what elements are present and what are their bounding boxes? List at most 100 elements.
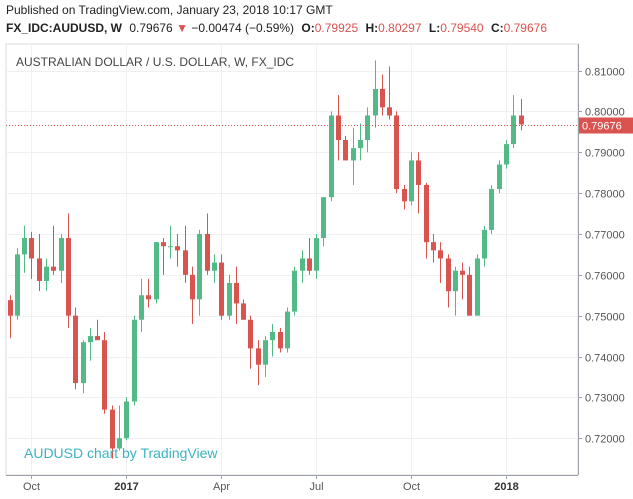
candle-body	[482, 229, 487, 259]
candle	[117, 405, 122, 451]
symbol-ohlc-line: FX_IDC:AUDUSD, W 0.79676 ▼ −0.00474 (−0.…	[6, 21, 547, 35]
candle	[88, 327, 93, 361]
price-change: −0.00474 (−0.59%)	[191, 21, 295, 35]
y-tick-label: 0.72000	[585, 434, 625, 446]
candle-body	[110, 409, 115, 449]
candle-body	[8, 300, 13, 316]
candle-body	[351, 148, 356, 161]
candle-body	[248, 319, 253, 349]
candle	[146, 278, 151, 308]
last-price-label-bg	[579, 117, 633, 134]
published-line: Published on TradingView.com, January 23…	[6, 3, 333, 17]
candle	[453, 266, 458, 316]
candle	[321, 197, 326, 247]
candle	[482, 225, 487, 267]
last-price-label: 0.79676	[582, 121, 622, 133]
candle	[285, 307, 290, 353]
candle-body	[95, 336, 100, 341]
candle	[66, 213, 71, 328]
candle	[248, 315, 253, 369]
candle	[81, 340, 86, 394]
candle	[95, 319, 100, 341]
low-value: 0.79540	[440, 21, 484, 35]
candle	[314, 233, 319, 279]
close-label: C:	[490, 21, 504, 35]
y-tick-label: 0.75000	[585, 312, 625, 324]
candle	[380, 74, 385, 116]
axes: 0.72000 0.73000 0.74000 0.75000 0.76000 0.770…	[6, 44, 633, 493]
candle-body	[329, 115, 334, 198]
candle	[373, 60, 378, 128]
candle	[446, 254, 451, 308]
candle-body	[219, 262, 224, 316]
plot-frame	[5, 43, 579, 476]
candle-body	[59, 238, 64, 271]
candle	[387, 66, 392, 120]
candle-body	[343, 140, 348, 161]
candle	[307, 238, 312, 275]
candle-body	[88, 336, 93, 343]
y-tick-label: 0.74000	[585, 353, 625, 365]
candle-body	[29, 238, 34, 259]
last-price: 0.79676	[129, 21, 173, 35]
candle-body	[358, 140, 363, 149]
candle	[519, 99, 524, 131]
candle-body	[234, 282, 239, 304]
candle-body	[416, 160, 421, 185]
candle	[431, 233, 436, 263]
candle-body	[256, 348, 261, 365]
x-tick-label: 2018	[494, 481, 518, 493]
candle-body	[511, 115, 516, 145]
candle	[475, 254, 480, 316]
candle	[329, 111, 334, 202]
down-arrow-icon: ▼	[176, 21, 188, 35]
candle-body	[504, 144, 509, 165]
candle-body	[424, 184, 429, 243]
candle	[51, 225, 56, 275]
candle-body	[278, 332, 283, 349]
candle	[139, 278, 144, 333]
candle-body	[183, 250, 188, 275]
candle	[358, 123, 363, 161]
candle-body	[497, 164, 502, 190]
candle-body	[409, 160, 414, 202]
symbol-name: FX_IDC:AUDUSD, W	[6, 21, 122, 35]
candle-body	[212, 262, 217, 271]
candle-body	[139, 295, 144, 320]
low-label: L:	[428, 21, 441, 35]
candle-body	[365, 115, 370, 141]
candle	[409, 152, 414, 206]
candle	[394, 111, 399, 194]
candle	[154, 242, 159, 304]
candle	[263, 336, 268, 377]
candle	[227, 274, 232, 320]
candle-body	[285, 311, 290, 349]
candle-body	[307, 258, 312, 271]
candle-body	[380, 88, 385, 108]
candle-body	[66, 238, 71, 316]
candle	[497, 160, 502, 194]
watermark: AUDUSD chart by TradingView	[24, 445, 218, 461]
candle	[511, 95, 516, 149]
candle-body	[314, 238, 319, 271]
candle	[219, 254, 224, 320]
close-value: 0.79676	[503, 21, 548, 35]
candle	[205, 213, 210, 275]
candle	[8, 295, 13, 339]
candle	[73, 307, 78, 390]
x-tick-label: Apr	[213, 481, 230, 493]
candle	[241, 299, 246, 320]
candle	[175, 233, 180, 267]
candle-body	[37, 258, 42, 281]
x-tick-label: Oct	[23, 481, 40, 493]
candle	[460, 262, 465, 300]
candle-body	[336, 115, 341, 141]
candle	[15, 248, 20, 320]
candle-body	[453, 270, 458, 292]
x-tick-label: Oct	[403, 481, 420, 493]
candle	[197, 229, 202, 316]
candle-body	[467, 274, 472, 316]
candle-body	[475, 258, 480, 316]
candle	[416, 152, 421, 214]
